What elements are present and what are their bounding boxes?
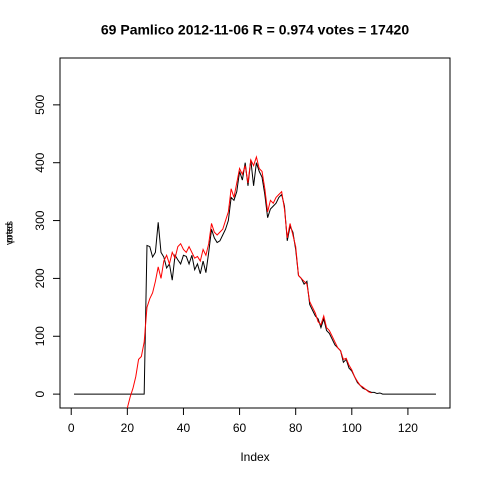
plot-box (59, 57, 451, 409)
x-tick-label: 40 (177, 421, 191, 435)
x-axis-label: Index (240, 450, 269, 464)
chart-title: 69 Pamlico 2012-11-06 R = 0.974 votes = … (101, 22, 409, 38)
y-tick-label: 200 (33, 268, 47, 288)
plot-area (74, 155, 436, 408)
data-line (126, 155, 372, 408)
x-tick-label: 0 (68, 421, 75, 435)
x-tick-label: 120 (398, 421, 418, 435)
y-tick-label: 400 (33, 152, 47, 172)
y-axis-label: votes (5, 221, 16, 245)
y-tick-label: 500 (33, 95, 47, 115)
y-tick-label: 100 (33, 326, 47, 346)
x-tick-label: 100 (342, 421, 362, 435)
data-line (74, 159, 436, 395)
y-axis-label: pred (5, 223, 16, 243)
y-tick-label: 300 (33, 210, 47, 230)
x-tick-label: 60 (233, 421, 247, 435)
x-tick-label: 20 (121, 421, 135, 435)
y-tick-label: 0 (33, 390, 47, 397)
x-tick-label: 80 (289, 421, 303, 435)
